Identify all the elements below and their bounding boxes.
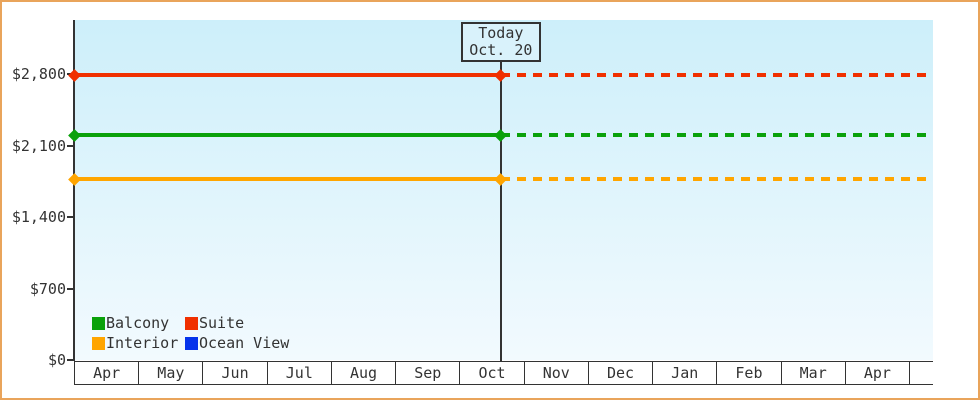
month-cell-may: May [139,362,204,384]
legend-item-ocean-view: Ocean View [185,333,289,353]
y-axis-label: $700 [29,279,66,298]
series-line-solid-balcony [74,133,501,138]
legend-swatch-suite [185,316,198,330]
month-cell-jan: Jan [653,362,718,384]
month-cell-jun: Jun [203,362,268,384]
y-axis-line [73,20,75,361]
y-axis-tick [67,359,73,361]
month-cell-mar: Mar [782,362,846,384]
y-axis-label: $1,400 [11,208,66,227]
legend-swatch-interior [92,336,105,350]
series-marker-suite [494,68,508,82]
legend: Balcony Suite Interior Ocean View [92,313,289,353]
y-axis-tick [67,287,73,290]
legend-swatch-balcony [92,316,105,330]
series-line-solid-interior [74,177,501,182]
series-marker-interior [494,172,508,186]
series-line-dashed-interior [500,177,933,182]
series-line-solid-suite [74,73,501,78]
today-vertical-line [499,62,502,361]
y-axis-label: $2,800 [11,65,66,84]
plot-area: Today Oct. 20 Balcony Suite Interior Oce… [67,20,933,361]
month-cell-oct: Oct [460,362,525,384]
series-line-dashed-balcony [500,133,933,138]
legend-swatch-ocean-view [185,336,198,350]
today-label: Today [478,24,524,42]
legend-item-balcony: Balcony [92,313,185,333]
y-axis-tick [67,144,73,147]
legend-label: Suite [199,314,245,332]
series-marker-balcony [494,129,508,142]
x-axis-month-row: Apr May Jun Jul Aug Sep Oct Nov Dec Jan Feb Mar Apr [74,361,933,385]
month-cell-jul: Jul [268,362,332,384]
series-marker-balcony [67,129,81,142]
month-cell-apr: Apr [846,362,911,384]
y-axis-label: $2,100 [11,136,66,155]
series-marker-suite [67,68,81,82]
today-date: Oct. 20 [469,41,533,59]
month-cell-apr: Apr [75,362,140,384]
series-line-dashed-suite [500,73,933,78]
legend-item-suite: Suite [185,313,289,333]
series-lines-layer [67,20,933,360]
month-cell-empty [910,362,933,384]
today-annotation-box: Today Oct. 20 [460,22,541,62]
y-axis-label: $0 [47,351,66,369]
y-axis-tick [67,216,73,219]
month-cell-dec: Dec [589,362,654,384]
legend-label: Ocean View [199,334,290,352]
month-cell-feb: Feb [717,362,782,384]
series-marker-interior [67,172,81,186]
legend-label: Interior [106,334,179,352]
month-cell-aug: Aug [332,362,397,384]
legend-label: Balcony [106,314,170,332]
legend-item-interior: Interior [92,333,185,353]
month-cell-nov: Nov [525,362,589,384]
month-cell-sep: Sep [396,362,461,384]
